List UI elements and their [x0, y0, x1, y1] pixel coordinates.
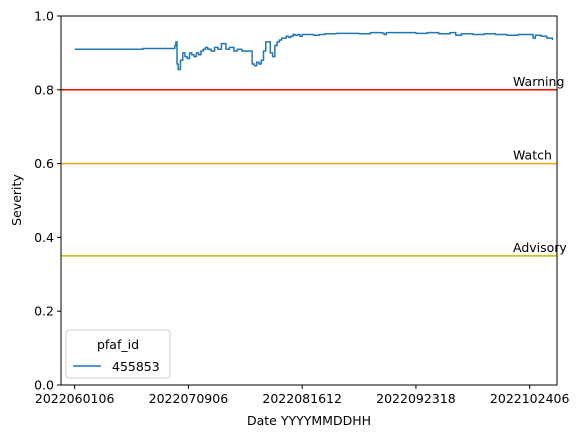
- threshold-label-advisory: Advisory: [513, 240, 567, 255]
- legend-title: pfaf_id: [97, 337, 139, 352]
- y-axis-ticks: 0.0 0.2 0.4 0.6 0.8 1.0: [34, 9, 61, 393]
- x-tick-label: 2022060106: [35, 391, 115, 406]
- y-tick-label: 0.0: [34, 378, 54, 393]
- threshold-label-watch: Watch: [513, 148, 552, 163]
- x-tick-label: 2022102406: [490, 391, 570, 406]
- threshold-label-warning: Warning: [513, 74, 564, 89]
- series-lines: [74, 31, 554, 71]
- y-axis-label: Severity: [9, 174, 24, 226]
- x-tick-label: 2022070906: [149, 391, 229, 406]
- x-axis-ticks: 2022060106 2022070906 2022081612 2022092318…: [35, 385, 570, 406]
- y-tick-label: 0.4: [34, 230, 54, 245]
- legend: pfaf_id 455853: [65, 329, 171, 379]
- x-tick-label: 2022092318: [376, 391, 456, 406]
- y-tick-label: 0.2: [34, 304, 54, 319]
- y-tick-label: 0.8: [34, 82, 54, 97]
- y-tick-label: 1.0: [34, 9, 54, 24]
- x-axis-label: Date YYYYMMDDHH: [247, 413, 371, 428]
- series-line-455853: [74, 31, 554, 71]
- legend-entry-label: 455853: [112, 359, 160, 374]
- threshold-labels: Warning Watch Advisory: [513, 74, 567, 255]
- plot-background: [61, 16, 557, 385]
- threshold-lines: [61, 89, 557, 257]
- plot-frame: [60, 15, 558, 386]
- y-tick-label: 0.6: [34, 156, 54, 171]
- x-tick-label: 2022081612: [262, 391, 342, 406]
